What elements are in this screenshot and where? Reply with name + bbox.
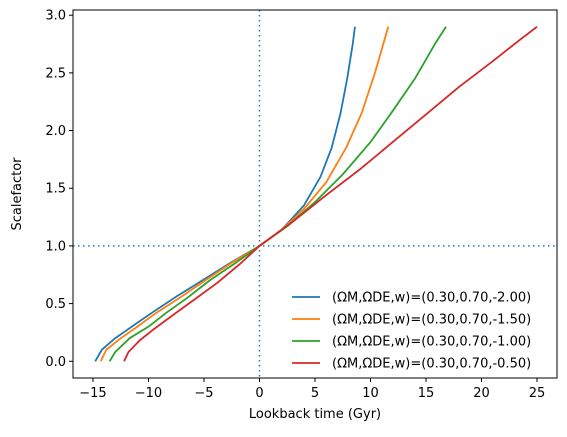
x-tick-label: 0 [255,386,263,401]
x-tick-label: 25 [529,386,546,401]
reference-lines [73,10,557,378]
x-tick-label: 10 [362,386,379,401]
x-tick-label: −5 [194,386,213,401]
y-axis-title: Scalefactor [10,157,25,231]
x-tick-label: −10 [135,386,162,401]
y-tick-label: 3.0 [45,9,66,24]
y-tick-label: 1.0 [45,239,66,254]
legend: (ΩM,ΩDE,w)=(0.30,0.70,-2.00) (ΩM,ΩDE,w)=(… [292,291,531,372]
legend-label-2: (ΩM,ΩDE,w)=(0.30,0.70,-1.50) [332,313,531,328]
legend-label-1: (ΩM,ΩDE,w)=(0.30,0.70,-2.00) [332,291,531,306]
x-tick-label: −15 [79,386,106,401]
x-tick-label: 20 [473,386,490,401]
y-tick-label: 2.0 [45,124,66,139]
legend-label-3: (ΩM,ΩDE,w)=(0.30,0.70,-1.00) [332,335,531,350]
series-line-4 [123,26,538,362]
y-axis-ticks: 0.0 0.5 1.0 1.5 2.0 2.5 3.0 [45,9,73,370]
y-tick-label: 0.0 [45,355,66,370]
legend-label-4: (ΩM,ΩDE,w)=(0.30,0.70,-0.50) [332,357,531,372]
series-lines [94,26,538,362]
x-axis-title: Lookback time (Gyr) [249,407,381,422]
x-axis-ticks: −15 −10 −5 0 5 10 15 20 25 [79,378,545,401]
y-tick-label: 0.5 [45,297,66,312]
plot-area-background [73,10,557,378]
y-tick-label: 2.5 [45,66,66,81]
x-tick-label: 15 [418,386,435,401]
y-tick-label: 1.5 [45,182,66,197]
x-tick-label: 5 [311,386,319,401]
